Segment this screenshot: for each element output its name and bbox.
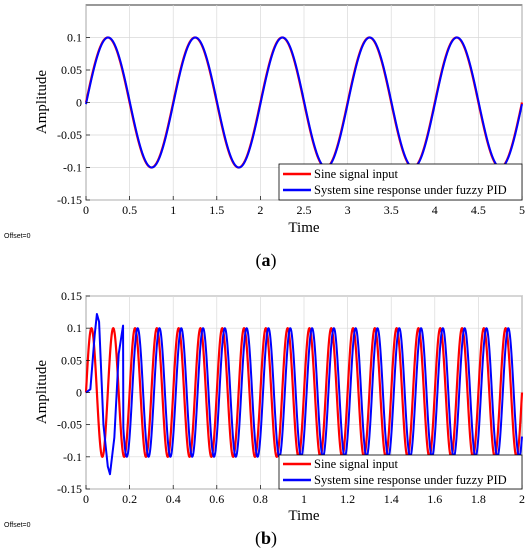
series-group-b <box>84 313 524 476</box>
x-tick-label: 0.2 <box>122 492 137 506</box>
y-tick-label: -0.15 <box>57 193 82 207</box>
x-tick-label: 0.4 <box>166 492 181 506</box>
legend-a: Sine signal input System sine response u… <box>278 163 523 201</box>
caption-a: (a) <box>256 250 277 271</box>
y-tick-label: -0.05 <box>57 128 82 142</box>
x-tick-labels-b: 0 0.2 0.4 0.6 0.8 1 1.2 1.4 1.6 1.8 2 <box>83 485 525 506</box>
x-tick-label: 3.5 <box>384 203 399 217</box>
legend-box-b <box>278 454 523 490</box>
y-tick-label: 0.1 <box>67 321 82 335</box>
x-axis-label-b: Time <box>288 508 319 524</box>
x-tick-label: 2.5 <box>297 203 312 217</box>
y-tick-label: -0.15 <box>57 482 82 496</box>
legend-label-b-0: Sine signal input <box>314 457 399 471</box>
x-tick-label: 3 <box>345 203 351 217</box>
y-tick-label: -0.1 <box>63 450 82 464</box>
x-tick-label: 1 <box>301 492 307 506</box>
series-line-b-0 <box>84 327 524 458</box>
x-tick-label: 4 <box>432 203 438 217</box>
y-tick-label: -0.05 <box>57 418 82 432</box>
x-axis-label-a: Time <box>288 220 319 236</box>
x-tick-label: 5 <box>519 203 525 217</box>
legend-label-b-1: System sine response under fuzzy PID <box>314 473 507 487</box>
y-tick-label: 0 <box>76 96 82 110</box>
x-tick-label: 0.6 <box>209 492 224 506</box>
x-tick-label: 0 <box>83 203 89 217</box>
legend-label-a-0: Sine signal input <box>314 167 399 181</box>
y-tick-label: -0.1 <box>63 161 82 175</box>
series-line-a-1 <box>85 36 523 169</box>
legend-label-a-1: System sine response under fuzzy PID <box>314 183 507 197</box>
x-tick-label: 1.5 <box>209 203 224 217</box>
x-tick-label: 0 <box>83 492 89 506</box>
x-tick-label: 2 <box>519 492 525 506</box>
series-line-b-1 <box>85 313 523 476</box>
chart-a: 0 0.5 1 1.5 2 2.5 3 3.5 4 4.5 5 -0.15 -0.1 -0.05 0 0.0… <box>4 4 525 271</box>
x-tick-label: 1 <box>170 203 176 217</box>
x-tick-label: 0.8 <box>253 492 268 506</box>
y-tick-labels-a: -0.15 -0.1 -0.05 0 0.05 0.1 <box>57 31 90 207</box>
series-group-a <box>84 36 524 169</box>
x-tick-label: 1.4 <box>384 492 399 506</box>
y-tick-label: 0.05 <box>61 353 82 367</box>
legend-box-a <box>278 163 523 201</box>
caption-b: (b) <box>255 528 277 549</box>
x-tick-label: 4.5 <box>471 203 486 217</box>
x-tick-label: 1.8 <box>471 492 486 506</box>
y-tick-label: 0.15 <box>61 289 82 303</box>
x-tick-label: 1.6 <box>427 492 442 506</box>
x-tick-labels-a: 0 0.5 1 1.5 2 2.5 3 3.5 4 4.5 5 <box>83 196 525 217</box>
legend-b: Sine signal input System sine response u… <box>278 454 523 490</box>
x-tick-label: 1.2 <box>340 492 355 506</box>
x-tick-label: 0.5 <box>122 203 137 217</box>
y-axis-label-a: Amplitude <box>34 70 50 135</box>
chart-b: 0 0.2 0.4 0.6 0.8 1 1.2 1.4 1.6 1.8 2 -0.15-0.1-0.… <box>4 289 525 549</box>
offset-text-a: Offset=0 <box>4 233 31 240</box>
y-tick-label: 0.05 <box>61 63 82 77</box>
x-tick-label: 2 <box>257 203 263 217</box>
y-tick-labels-b: -0.15 -0.1 -0.05 0 0.05 0.1 0.15 <box>57 289 90 496</box>
y-tick-label: 0 <box>76 386 82 400</box>
offset-text-b: Offset=0 <box>4 522 31 529</box>
y-axis-label-b: Amplitude <box>34 360 50 425</box>
y-tick-label: 0.1 <box>67 31 82 45</box>
